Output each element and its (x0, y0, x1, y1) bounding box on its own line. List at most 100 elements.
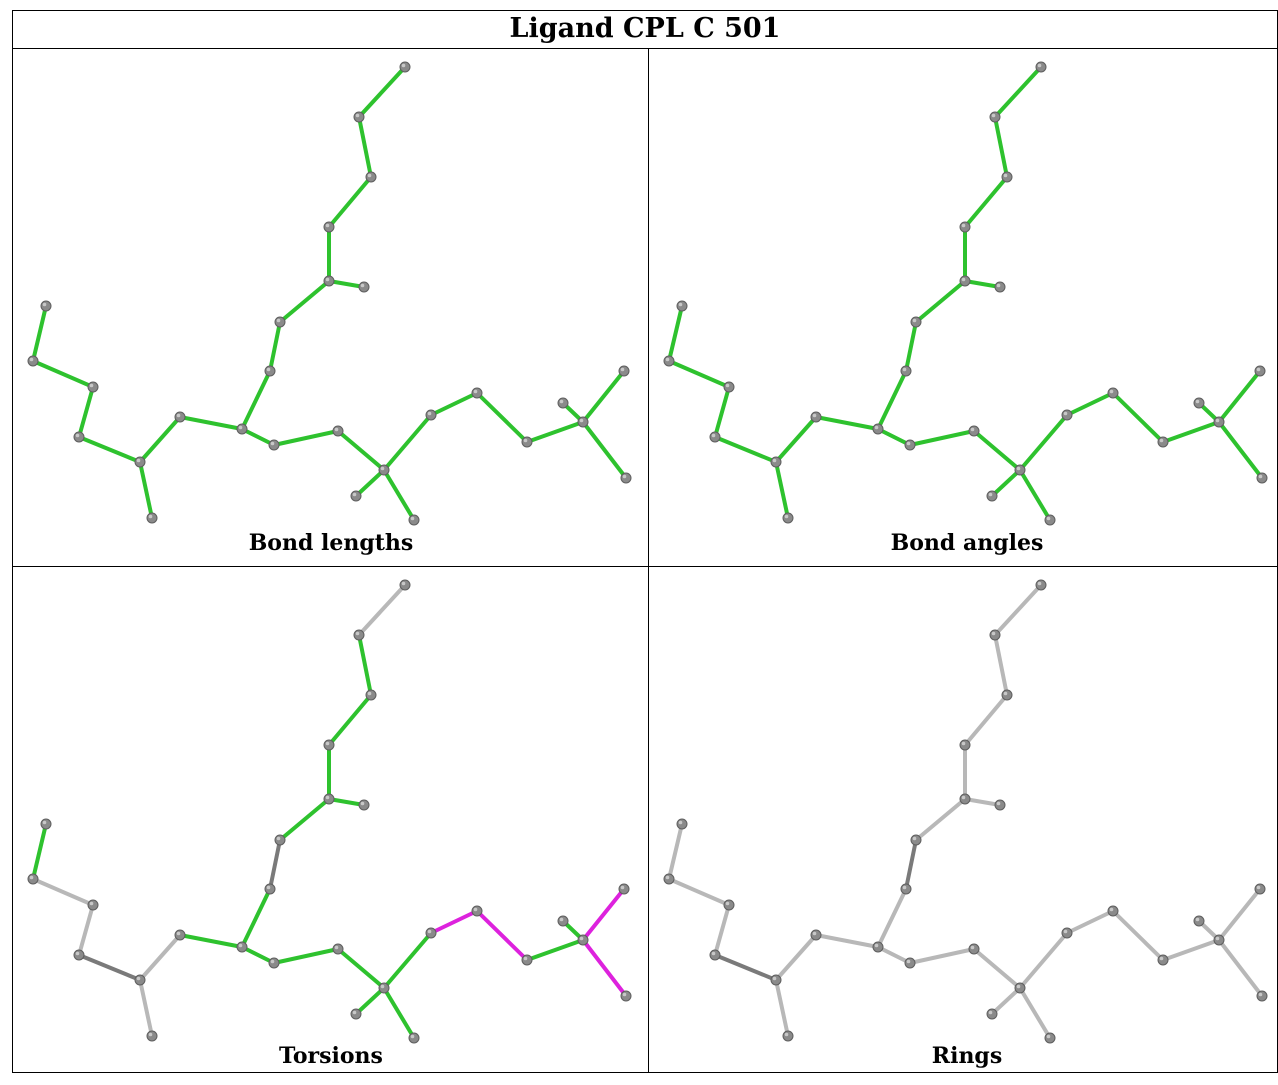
atom-highlight (711, 951, 716, 956)
atom-highlight (325, 741, 330, 746)
atom (989, 629, 1001, 641)
bond (525, 420, 585, 444)
atom-highlight (1256, 367, 1261, 372)
bond (138, 415, 182, 464)
bond (357, 633, 373, 697)
atom-highlight (1215, 936, 1220, 941)
atom-highlight (360, 283, 365, 288)
atom-highlight (961, 277, 966, 282)
bond (77, 903, 95, 957)
bond (667, 877, 731, 907)
bond (240, 427, 276, 447)
bond (382, 468, 416, 522)
atom (709, 431, 721, 443)
atom (770, 456, 782, 468)
atom-highlight (148, 1032, 153, 1037)
atom-highlight (355, 113, 360, 118)
atom-highlight (665, 357, 670, 362)
atom-highlight (523, 438, 528, 443)
atom-highlight (622, 992, 627, 997)
atom-highlight (473, 907, 478, 912)
atoms (663, 61, 1268, 526)
bond (77, 435, 142, 464)
atom (620, 990, 632, 1002)
bond (354, 986, 386, 1016)
panel-caption: Bond lengths (248, 530, 414, 556)
atom (408, 1032, 420, 1044)
atom-highlight (427, 929, 432, 934)
atom-highlight (1046, 516, 1051, 521)
atom (709, 949, 721, 961)
bond (1018, 986, 1052, 1040)
bond (382, 413, 433, 472)
bond (327, 797, 366, 807)
atom (236, 941, 248, 953)
bond (581, 938, 628, 998)
panel-bond-lengths: Bond lengths (13, 49, 649, 567)
atom (1107, 905, 1119, 917)
bond (972, 429, 1022, 472)
atom (87, 899, 99, 911)
atom-highlight (1016, 984, 1021, 989)
atom (557, 915, 569, 927)
bond (908, 947, 976, 965)
atom-highlight (1016, 466, 1021, 471)
atom (1044, 1032, 1056, 1044)
atom (986, 490, 998, 502)
atom (350, 1008, 362, 1020)
bond (904, 320, 918, 373)
atom (900, 365, 912, 377)
atom-highlight (380, 466, 385, 471)
atom-highlight (1063, 929, 1068, 934)
atom (471, 905, 483, 917)
bond (713, 903, 731, 957)
bond (990, 468, 1022, 498)
atom-highlight (996, 801, 1001, 806)
atom-highlight (559, 917, 564, 922)
atom (1193, 915, 1205, 927)
atom (174, 929, 186, 941)
atom (264, 365, 276, 377)
bond (963, 693, 1009, 747)
bond (354, 468, 386, 498)
bond (31, 822, 48, 881)
atom-highlight (270, 959, 275, 964)
atom-highlight (961, 223, 966, 228)
bond (1217, 369, 1262, 424)
atom-highlight (1046, 1034, 1051, 1039)
atom-highlight (334, 945, 339, 950)
panel-caption: Torsions (279, 1043, 383, 1069)
bonds (31, 65, 628, 522)
atom (986, 1008, 998, 1020)
atom (399, 61, 411, 73)
bond (581, 369, 626, 424)
atom-highlight (410, 1034, 415, 1039)
bond (382, 986, 416, 1040)
atom (268, 957, 280, 969)
atom (872, 941, 884, 953)
bond (178, 415, 244, 431)
atom-highlight (42, 820, 47, 825)
bond (138, 978, 154, 1038)
atom-highlight (1258, 992, 1263, 997)
atom-highlight (1037, 63, 1042, 68)
atom-highlight (996, 283, 1001, 288)
atom-highlight (29, 357, 34, 362)
atom (1014, 464, 1026, 476)
atom (521, 436, 533, 448)
bond (963, 175, 1009, 229)
atom-highlight (725, 383, 730, 388)
atom-highlight (410, 516, 415, 521)
atom-highlight (1159, 956, 1164, 961)
atom-highlight (902, 367, 907, 372)
atom-highlight (266, 367, 271, 372)
atom-highlight (136, 976, 141, 981)
atom (40, 818, 52, 830)
molecule-view (27, 579, 632, 1044)
bond (581, 420, 628, 480)
atom-highlight (1195, 399, 1200, 404)
bond (178, 933, 244, 949)
figure-title: Ligand CPL C 501 (509, 13, 781, 44)
atom (146, 512, 158, 524)
atom (365, 689, 377, 701)
